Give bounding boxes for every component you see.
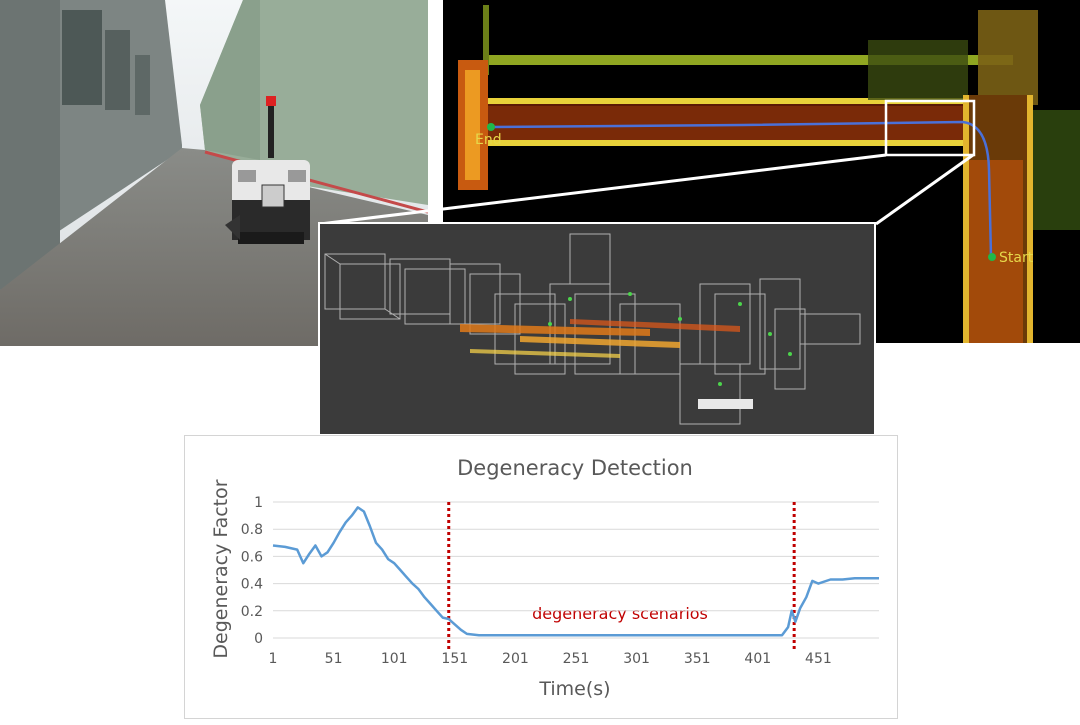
- y-tick-label: 0.8: [241, 522, 263, 538]
- y-tick-label: 0.6: [241, 549, 263, 565]
- robot-alley-photo: [0, 0, 428, 346]
- degeneracy-scenarios-annotation: degeneracy scenarios: [532, 604, 708, 623]
- x-tick-label: 51: [325, 651, 343, 667]
- x-tick-label: 151: [441, 651, 468, 667]
- end-label: End: [475, 132, 502, 148]
- y-tick-label: 0.4: [241, 577, 263, 593]
- x-tick-label: 251: [563, 651, 590, 667]
- x-tick-label: 301: [623, 651, 650, 667]
- y-tick-label: 1: [254, 495, 263, 511]
- alley-photo-art: [0, 0, 428, 346]
- x-tick-label: 351: [684, 651, 711, 667]
- x-tick-label: 451: [805, 651, 832, 667]
- degeneracy-chart: Degeneracy Detection Degeneracy Factor T…: [210, 456, 879, 700]
- closeup-wireframe-art: [320, 224, 874, 434]
- x-tick-label: 1: [269, 651, 278, 667]
- x-tick-label: 101: [381, 651, 408, 667]
- y-tick-label: 0: [254, 631, 263, 647]
- x-tick-label: 401: [744, 651, 771, 667]
- degenerate-scene-closeup: [318, 222, 876, 436]
- start-label: Start: [999, 250, 1034, 266]
- x-axis-label: Time(s): [538, 678, 610, 700]
- chart-title: Degeneracy Detection: [457, 456, 693, 480]
- degeneracy-chart-panel: Degeneracy Detection Degeneracy Factor T…: [184, 435, 898, 719]
- x-tick-label: 201: [502, 651, 529, 667]
- y-axis-label: Degeneracy Factor: [210, 479, 232, 658]
- zoom-highlight-box: [884, 99, 976, 157]
- degeneracy-factor-line: [272, 506, 879, 637]
- y-tick-label: 0.2: [241, 604, 263, 620]
